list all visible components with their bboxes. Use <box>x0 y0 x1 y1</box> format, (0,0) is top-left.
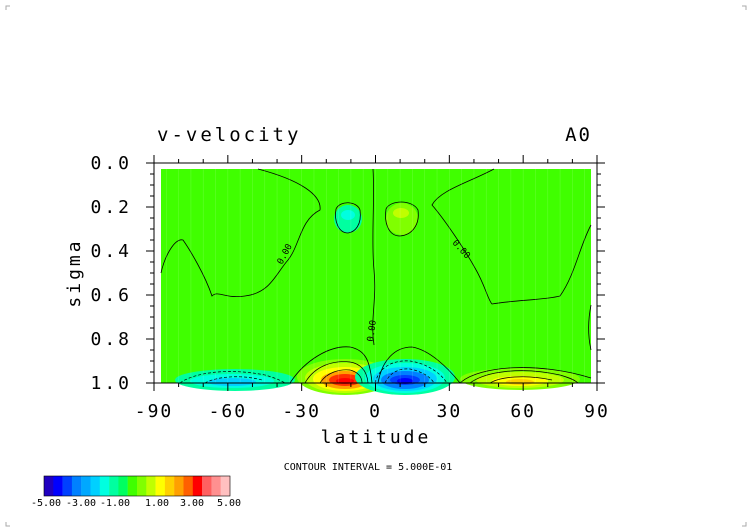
feature-sh-highlat-min-core <box>208 378 256 386</box>
dashed-contour-nh-min-2 <box>384 368 435 384</box>
colorbar-swatch <box>137 476 147 496</box>
colorbar-frame <box>43 475 231 497</box>
y-axis-label: sigma <box>64 238 85 307</box>
colorbar-swatch <box>192 476 203 496</box>
colorbar-swatch <box>118 476 128 496</box>
chart-title: v-velocity <box>157 124 301 146</box>
colorbar-label: -3.00 <box>66 498 96 509</box>
colorbar-label: 3.00 <box>180 498 204 509</box>
shaded-features <box>175 203 580 395</box>
colorbar-label: -1.00 <box>100 498 130 509</box>
dashed-contour-sh-min-1 <box>179 371 286 384</box>
solid-contour-nh-highlat-max-1 <box>469 370 579 384</box>
feature-nh-highlat-max-core <box>506 379 534 385</box>
dashed-contour-nh-min-1 <box>374 360 448 384</box>
x-tick-label: 90 <box>584 401 610 422</box>
y-tick-label: 0.4 <box>90 241 132 262</box>
x-tick-label: 60 <box>510 401 536 422</box>
colorbar-swatch <box>127 476 138 496</box>
solid-contour-sh-max-1 <box>304 361 369 384</box>
colorbar-swatch <box>164 476 175 496</box>
y-tick-label: 1.0 <box>90 373 132 394</box>
colorbar-swatch <box>155 476 166 496</box>
zero-contour-upper-max <box>385 201 419 237</box>
dashed-contours <box>179 360 448 384</box>
y-tick-label: 0.2 <box>90 197 132 218</box>
solid-contours <box>304 361 579 384</box>
colorbar-swatch <box>146 476 156 496</box>
y-axis: 0.0 0.2 0.4 0.6 0.8 1.0 <box>90 153 605 394</box>
colorbar-label: 1.00 <box>145 498 169 509</box>
colorbar-swatch <box>62 476 73 496</box>
x-tick-label: -30 <box>282 401 321 422</box>
colorbar-swatch <box>71 476 82 496</box>
corner-marks <box>5 5 747 527</box>
grid-lines <box>166 169 585 383</box>
colorbar-swatch <box>202 476 212 496</box>
x-tick-label: 0 <box>369 401 382 422</box>
x-axis-label: latitude <box>321 427 432 448</box>
zero-contour-nh-upper <box>431 168 592 305</box>
feature-upper-max-core <box>393 208 409 218</box>
contour-label-center: 0.00 <box>366 320 379 343</box>
colorbar-swatch <box>220 476 231 496</box>
colorbar-labels: -5.00 -3.00 -1.00 1.00 3.00 5.00 <box>31 498 241 509</box>
solid-contour-sh-max-2 <box>319 369 363 384</box>
colorbar-label: 5.00 <box>217 498 241 509</box>
colorbar-swatch <box>109 476 119 496</box>
zero-contour-nh-high <box>459 367 592 384</box>
zero-contour-edge-right <box>588 304 592 351</box>
contour-lines <box>160 168 592 384</box>
colorbar-swatch <box>211 476 221 496</box>
dashed-contour-sh-min-2 <box>204 376 263 384</box>
y-tick-label: 0.0 <box>90 153 132 174</box>
contour-interval-text: CONTOUR INTERVAL = 5.000E-01 <box>284 462 453 473</box>
y-tick-label: 0.6 <box>90 285 132 306</box>
feature-upper-min-core <box>341 210 355 220</box>
y-tick-label: 0.8 <box>90 329 132 350</box>
colorbar-swatch <box>99 476 110 496</box>
chart-subtitle: A0 <box>565 124 592 146</box>
colorbar-swatch <box>183 476 193 496</box>
colorbar-swatch <box>90 476 100 496</box>
field-background <box>161 169 591 383</box>
feature-upper-max-outer <box>386 203 418 235</box>
zero-contour-sh-lower <box>289 346 373 384</box>
plot-area: 0.00 0.00 0.00 <box>153 162 598 395</box>
zero-contour-center <box>372 168 376 346</box>
colorbar-swatch <box>53 476 63 496</box>
zero-contour-sh-upper <box>160 168 321 298</box>
solid-contour-nh-highlat-max-2 <box>489 376 553 384</box>
colorbar-swatch <box>174 476 184 496</box>
colorbar-swatch <box>81 476 91 496</box>
x-tick-label: -60 <box>209 401 248 422</box>
colorbar-label: -5.00 <box>31 498 61 509</box>
zero-contour-nh-lower <box>377 346 461 384</box>
x-tick-label: -90 <box>135 401 174 422</box>
colorbar <box>43 475 231 497</box>
zero-contour-upper-min <box>335 202 361 234</box>
x-axis: -90 -60 -30 0 30 60 90 <box>135 155 610 422</box>
x-tick-label: 30 <box>436 401 462 422</box>
colorbar-swatch <box>44 476 54 496</box>
